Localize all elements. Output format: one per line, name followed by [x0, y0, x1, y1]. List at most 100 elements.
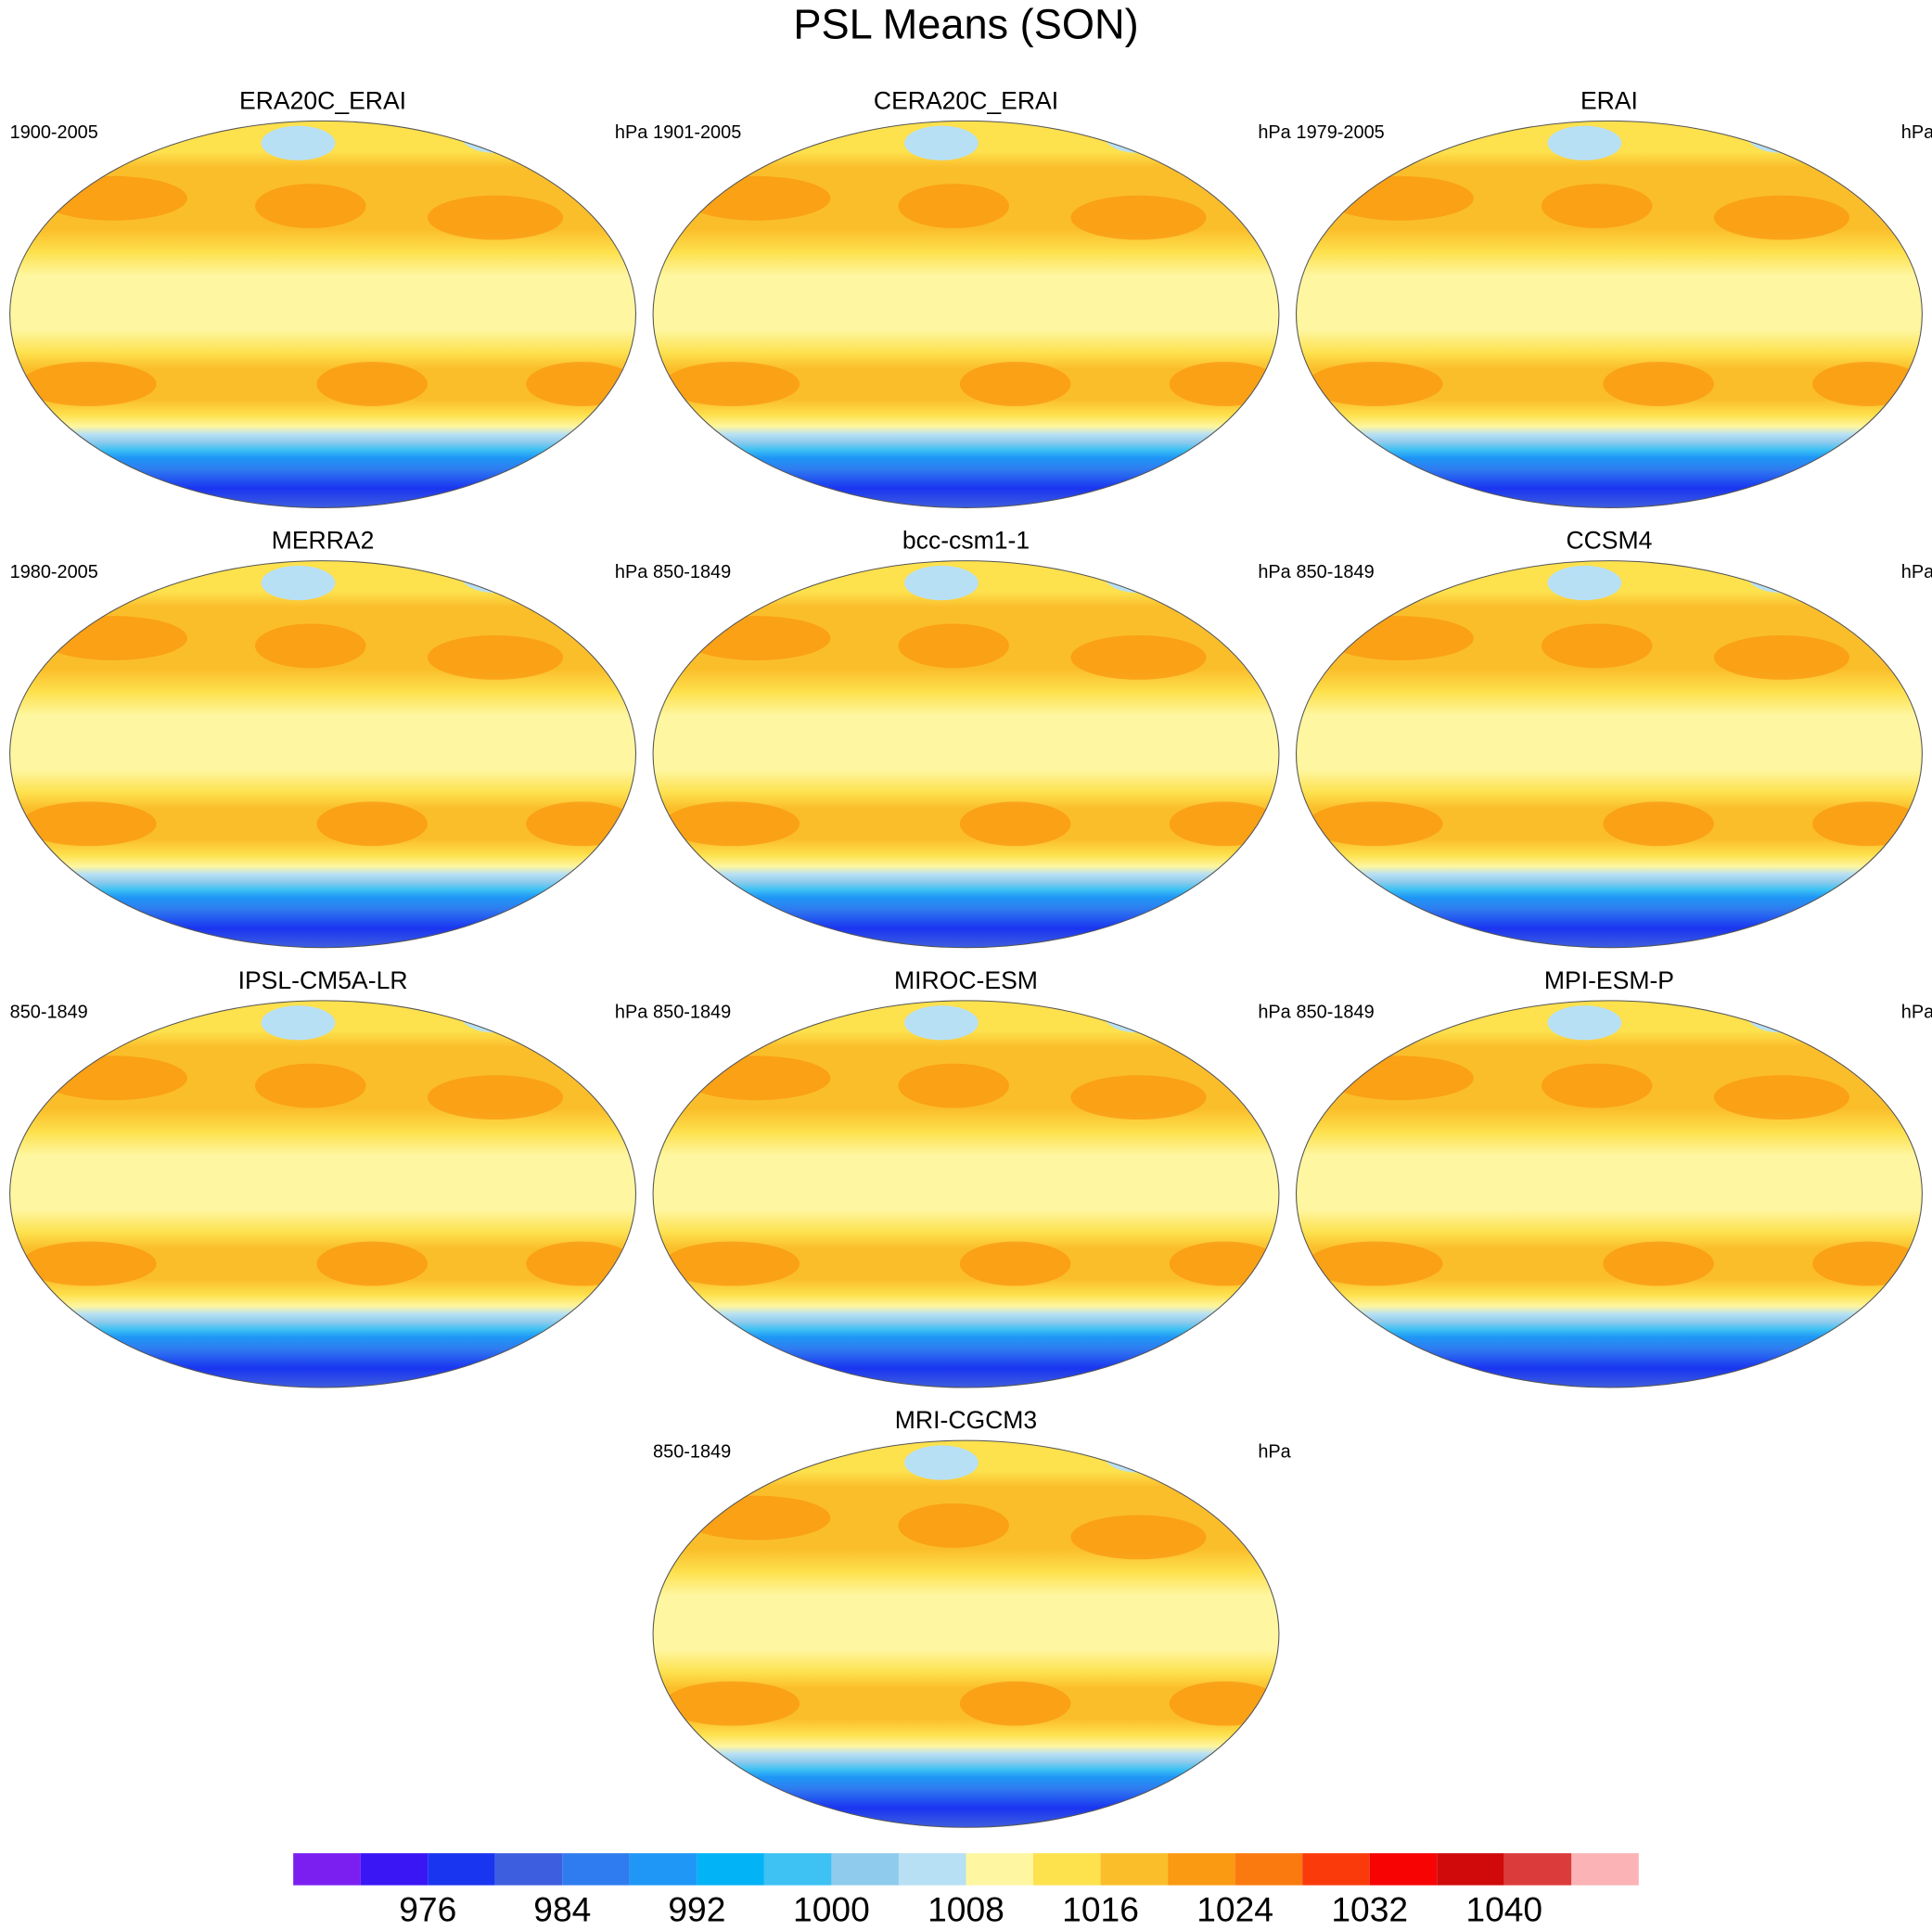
high-pressure-cell [39, 1055, 187, 1101]
arctic-low [1746, 1000, 1817, 1033]
high-pressure-cell [1325, 175, 1474, 221]
high-pressure-cell [1169, 801, 1279, 847]
high-pressure-cell [1603, 362, 1714, 406]
high-pressure-cell [316, 362, 428, 406]
colorbar-label: 1032 [1331, 1890, 1408, 1929]
high-pressure-cell [427, 634, 564, 680]
panel-title: bcc-csm1-1 [902, 527, 1030, 555]
map-outline [652, 1439, 1280, 1828]
colorbar-box [1100, 1853, 1169, 1886]
arctic-low [261, 565, 336, 601]
arctic-low [460, 121, 531, 153]
colorbar-label: 976 [399, 1890, 456, 1929]
colorbar-box [763, 1853, 832, 1886]
high-pressure-cell [1713, 195, 1849, 240]
high-pressure-cell [427, 1075, 564, 1120]
high-pressure-cell [1169, 1241, 1279, 1286]
period-label: 850-1849 [653, 1002, 731, 1022]
units-label: hPa [1901, 562, 1932, 582]
arctic-low [460, 1000, 531, 1033]
arctic-low [1104, 121, 1173, 153]
map-panel [652, 560, 1280, 949]
period-label: 850-1849 [653, 562, 731, 582]
colorbar-label: 984 [533, 1890, 591, 1929]
period-label: 850-1849 [10, 1002, 88, 1022]
colorbar-label: 1040 [1465, 1890, 1542, 1929]
panel-title: ERA20C_ERAI [239, 86, 406, 114]
map-outline [9, 120, 637, 509]
map-panel [652, 1000, 1280, 1388]
units-label: hPa [1258, 562, 1291, 582]
panel-title: MRI-CGCM3 [895, 1406, 1037, 1434]
colorbar-box [966, 1853, 1034, 1886]
arctic-low [1547, 1005, 1622, 1041]
map-outline [1295, 560, 1923, 949]
high-pressure-cell [1713, 634, 1849, 680]
units-label: hPa [1258, 1442, 1291, 1463]
high-pressure-cell [39, 175, 187, 221]
high-pressure-cell [526, 1241, 636, 1286]
map-outline [652, 120, 1280, 509]
colorbar-box [1302, 1853, 1370, 1886]
high-pressure-cell [20, 362, 157, 406]
high-pressure-cell [682, 1055, 831, 1101]
units-label: hPa [1901, 1002, 1932, 1022]
units-label: hPa [615, 122, 648, 143]
arctic-low [1746, 560, 1817, 594]
arctic-low [1104, 1440, 1173, 1473]
high-pressure-cell [1325, 616, 1474, 660]
high-pressure-cell [664, 1241, 800, 1286]
units-label: hPa [615, 562, 648, 582]
period-label: 1980-2005 [10, 562, 98, 582]
colorbar-box [1168, 1853, 1235, 1886]
map-panel [1295, 560, 1923, 949]
high-pressure-cell [898, 623, 1009, 669]
high-pressure-cell [898, 1503, 1009, 1548]
high-pressure-cell [959, 1681, 1071, 1726]
high-pressure-cell [664, 1681, 800, 1726]
arctic-low [261, 1005, 336, 1041]
panel-title: MERRA2 [272, 527, 375, 555]
map-outline [9, 1000, 637, 1388]
map-panel [9, 560, 637, 949]
panel-title: MPI-ESM-P [1544, 966, 1674, 994]
arctic-low [1746, 121, 1817, 153]
map-outline [1295, 120, 1923, 509]
colorbar-label: 1008 [928, 1890, 1004, 1929]
map-panel [9, 120, 637, 509]
high-pressure-cell [682, 616, 831, 660]
high-pressure-cell [39, 616, 187, 660]
high-pressure-cell [959, 362, 1071, 406]
arctic-low [1547, 565, 1622, 601]
colorbar-box [1369, 1853, 1438, 1886]
high-pressure-cell [959, 1241, 1071, 1286]
map-fill [653, 1440, 1279, 1828]
map-outline [652, 560, 1280, 949]
high-pressure-cell [1541, 184, 1653, 229]
high-pressure-cell [1070, 1515, 1207, 1560]
period-label: 1900-2005 [10, 122, 98, 143]
arctic-low [1547, 125, 1622, 160]
colorbar-box [562, 1853, 630, 1886]
high-pressure-cell [316, 801, 428, 847]
panel-title: CERA20C_ERAI [874, 86, 1058, 114]
units-label: hPa [1258, 1002, 1291, 1022]
map-fill [9, 1000, 636, 1388]
map-outline [652, 1000, 1280, 1388]
colorbar-box [1571, 1853, 1639, 1886]
high-pressure-cell [1603, 1241, 1714, 1286]
arctic-low [904, 1005, 979, 1041]
units-label: hPa [1901, 122, 1932, 143]
map-panel [1295, 1000, 1923, 1388]
high-pressure-cell [254, 623, 366, 669]
colorbar-box [697, 1853, 764, 1886]
high-pressure-cell [1307, 801, 1443, 847]
high-pressure-cell [1713, 1075, 1849, 1120]
high-pressure-cell [1070, 634, 1207, 680]
high-pressure-cell [20, 801, 157, 847]
map-panel [9, 1000, 637, 1388]
colorbar-box [1033, 1853, 1101, 1886]
units-label: hPa [615, 1002, 648, 1022]
